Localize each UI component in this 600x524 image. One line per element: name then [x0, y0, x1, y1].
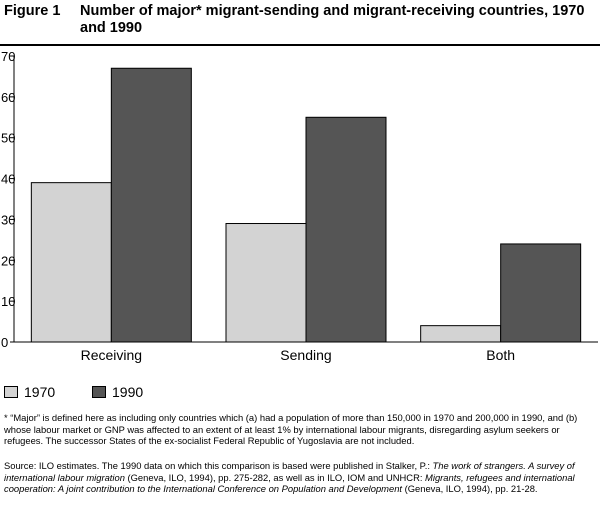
- footnote: * “Major” is defined here as including o…: [4, 412, 578, 446]
- x-axis-labels: Receiving Sending Both: [81, 347, 515, 363]
- legend-swatch-1970: [4, 386, 18, 398]
- y-tick-label: 30: [1, 212, 15, 227]
- source-note: Source: ILO estimates. The 1990 data on …: [4, 460, 598, 495]
- y-tick-label: 60: [1, 90, 15, 105]
- bar-sending-1990: [305, 116, 387, 343]
- legend-label-1970: 1970: [24, 384, 56, 400]
- y-tick-label: 0: [1, 335, 8, 350]
- y-tick-label: 40: [1, 172, 15, 187]
- y-tick-label: 20: [1, 253, 15, 268]
- y-tick-label: 70: [1, 49, 15, 64]
- source-text-3: (Geneva, ILO, 1994), pp. 21-28.: [402, 483, 538, 494]
- legend-label-1990: 1990: [112, 384, 144, 400]
- y-tick-label: 50: [1, 131, 15, 146]
- source-text-2: (Geneva, ILO, 1994), pp. 275-282, as wel…: [124, 471, 426, 483]
- bars: [30, 67, 582, 343]
- source-title-1: The work of strangers. A survey of inter…: [4, 460, 575, 483]
- figure-title: Number of major* migrant-sending and mig…: [80, 3, 585, 36]
- legend-swatch-1990: [92, 386, 106, 398]
- title-rule: [0, 44, 600, 46]
- source-title-2: Migrants, refugees and international coo…: [4, 471, 575, 495]
- bar-both-1970: [420, 325, 502, 343]
- bar-receiving-1990: [110, 67, 192, 343]
- source-text-1: Source: ILO estimates. The 1990 data on …: [4, 460, 433, 471]
- bar-sending-1970: [225, 223, 307, 343]
- bar-chart: 0 10 20 30 40 50 60 70 Receiving Sending Both: [1, 49, 598, 363]
- x-category-label: Both: [486, 347, 515, 363]
- bar-both-1990: [500, 243, 582, 343]
- x-category-label: Receiving: [81, 347, 142, 363]
- bar-receiving-1970: [30, 182, 112, 343]
- y-tick-label: 10: [1, 294, 15, 309]
- figure-label: Figure 1: [4, 3, 61, 19]
- x-category-label: Sending: [280, 347, 331, 363]
